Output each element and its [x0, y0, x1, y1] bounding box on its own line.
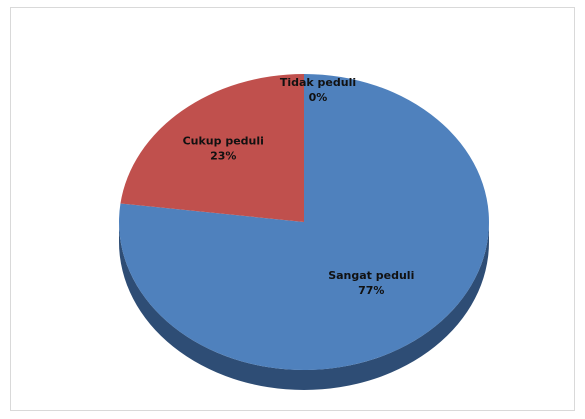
label-sangat-peduli: Sangat peduli: [328, 269, 414, 282]
value-label-sangat-peduli: 77%: [358, 284, 384, 297]
value-label-cukup-peduli: 23%: [210, 150, 236, 163]
pie-top-layer: [118, 74, 490, 370]
pie-slice-cukup-peduli: [120, 74, 305, 222]
label-tidak-peduli: Tidak peduli: [280, 76, 356, 89]
label-cukup-peduli: Cukup peduli: [183, 135, 264, 148]
value-label-tidak-peduli: 0%: [309, 91, 328, 104]
pie-label-layer: Sangat peduli 77% Cukup peduli 23% Tidak ped…: [183, 76, 415, 297]
